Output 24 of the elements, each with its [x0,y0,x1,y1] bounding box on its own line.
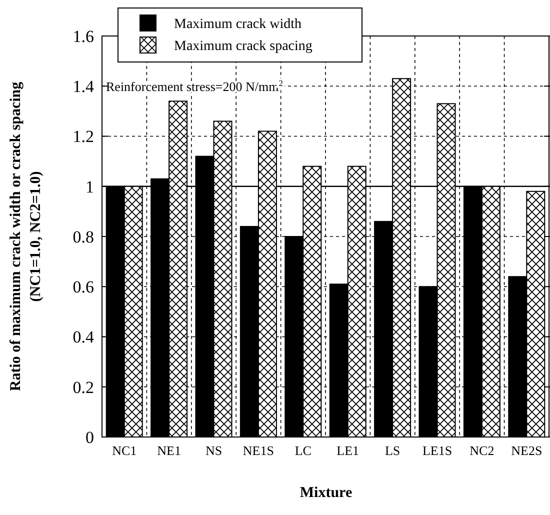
y-axis-title: Ratio of maximum crack width or crack spacing (NC1=1.0, NC2=1.0) [8,81,44,392]
x-tick-label: NC1 [112,443,137,458]
y-tick-label: 0.4 [72,328,94,347]
y-tick-label: 0 [86,428,94,447]
x-tick-label: LE1S [422,443,452,458]
x-tick-label: NE1S [242,443,274,458]
x-tick-label: NS [205,443,222,458]
y-tick-label: 1.6 [72,26,94,46]
x-tick-label: NE2S [511,443,542,458]
x-axis-title: Mixture [300,485,352,501]
x-tick-label: NE1 [157,443,181,458]
legend-label: Maximum crack spacing [174,38,312,54]
y-tick-label: 1.4 [72,77,94,96]
x-tick-label: LS [384,443,400,458]
y-tick-label: 0.2 [72,378,94,397]
y-tick-label: 1 [86,177,94,196]
y-tick-label: 1.2 [72,127,94,146]
y-tick-label: 0.6 [72,278,94,297]
annotation: Reinforcement stress=200 N/mm$^{2}$ [106,78,283,94]
legend-label: Maximum crack width [174,16,302,32]
y-tick-label: 0.8 [72,227,94,246]
x-tick-label: NC2 [470,443,494,458]
x-tick-label: LE1 [336,443,360,458]
x-tick-label: LC [294,443,312,458]
